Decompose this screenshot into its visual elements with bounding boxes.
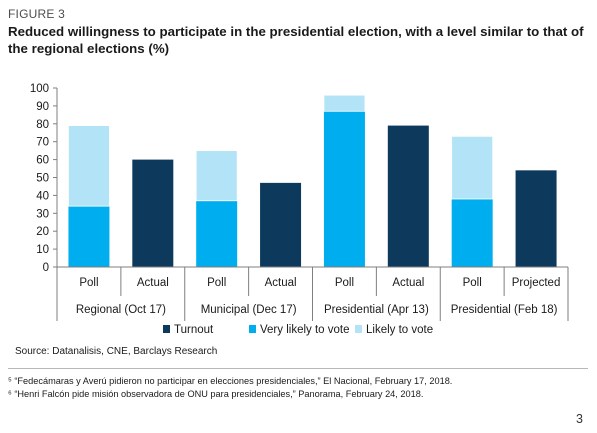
source-note: Source: Datanalisis, CNE, Barclays Resea… [15,346,218,357]
chart-title: Reduced willingness to participate in th… [8,24,584,56]
footnote-6: ⁶ “Henri Falcón pide misión observadora … [8,389,424,399]
legend-swatch [249,325,256,333]
bar-turnout [132,159,174,267]
y-tick-label: 30 [36,208,49,220]
x-category-label: Poll [335,277,354,289]
bar-very-likely-to-vote [323,111,365,268]
figure-label: FIGURE 3 [8,7,65,21]
x-category-label: Actual [265,277,297,289]
legend-swatch [355,325,362,333]
page-number: 3 [576,412,583,426]
x-group-label: Regional (Oct 17) [76,304,166,316]
y-tick-label: 90 [36,101,49,113]
x-category-label: Projected [512,277,561,289]
legend-swatch [163,325,170,333]
bar-chart: 0 10 20 30 40 50 60 70 80 90 100 Poll Actual Poll Actu… [30,83,569,336]
y-tick-label: 70 [36,137,49,149]
y-tick-label: 10 [36,244,49,256]
y-tick-label: 40 [36,190,49,202]
x-category-label: Actual [137,277,169,289]
y-tick-label: 60 [36,155,49,167]
x-group-label: Municipal (Dec 17) [201,304,297,316]
x-category-label: Poll [207,277,226,289]
legend-label: Turnout [174,324,214,336]
bar-likely-to-vote [323,94,366,112]
legend-label: Very likely to vote [260,324,349,336]
y-tick-label: 20 [36,226,49,238]
x-group-label: Presidential (Apr 13) [324,304,429,316]
bar-turnout [515,170,557,267]
bar-very-likely-to-vote [196,200,238,267]
bar-likely-to-vote [195,150,238,202]
bar-turnout [387,125,429,267]
bar-likely-to-vote [68,125,110,207]
bar-very-likely-to-vote [451,198,493,267]
y-tick-label: 50 [36,173,49,185]
footnote-5: ⁵ “Fedecámaras y Averú pidieron no parti… [8,376,453,386]
y-tick-label: 80 [36,119,49,131]
bar-likely-to-vote [451,135,494,200]
x-group-label: Presidential (Feb 18) [451,304,558,316]
y-tick-label: 100 [30,83,49,95]
legend-label: Likely to vote [366,324,433,336]
x-category-label: Actual [392,277,424,289]
bar-very-likely-to-vote [68,206,110,267]
bar-turnout [260,182,302,267]
divider [8,368,588,369]
x-category-label: Poll [79,277,98,289]
x-category-label: Poll [463,277,482,289]
y-tick-label: 0 [43,262,49,274]
